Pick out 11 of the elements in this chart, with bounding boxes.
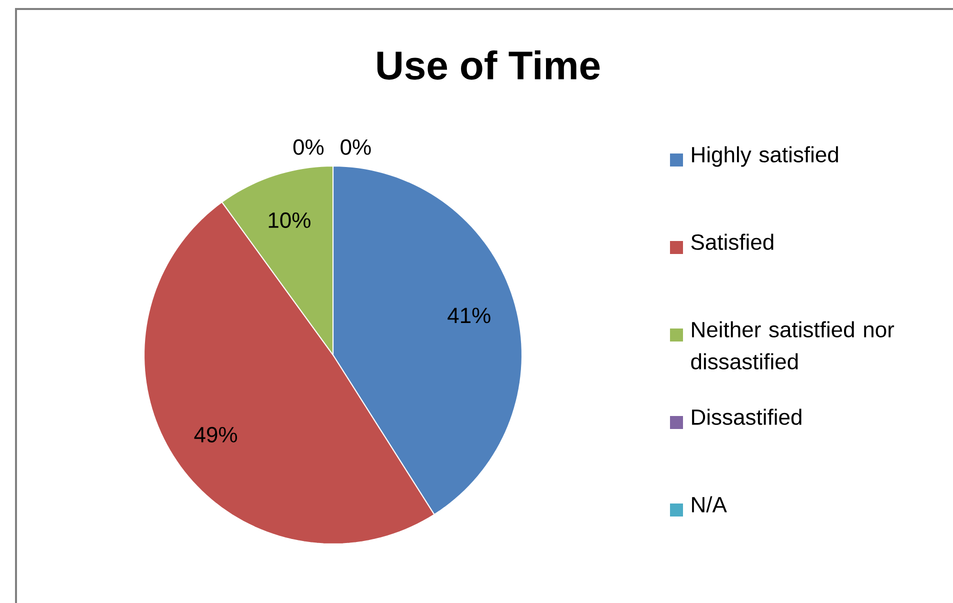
- data-label: 10%: [268, 212, 310, 228]
- legend-label: Dissastified: [692, 408, 802, 425]
- data-label: 49%: [194, 426, 237, 442]
- data-label: 41%: [448, 308, 490, 324]
- legend-label: Satisfied: [691, 234, 774, 250]
- legend-label: N/A: [692, 496, 727, 512]
- chart-title: Use of Time: [377, 50, 600, 80]
- text: 0%: [293, 139, 324, 155]
- text: 0%: [340, 139, 371, 155]
- legend-label: Highly satisfied: [692, 146, 838, 167]
- legend-label: Neither satistfied nor dissastified: [691, 321, 894, 370]
